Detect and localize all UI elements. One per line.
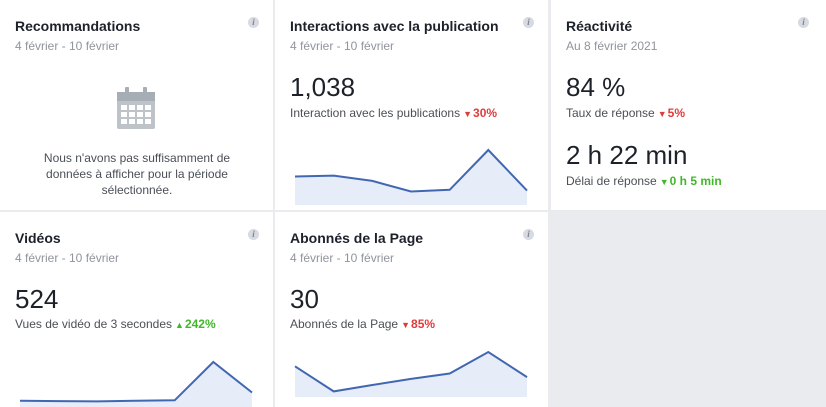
triangle-up-icon: ▼ [659, 177, 669, 187]
card-date: 4 février - 10 février [15, 39, 120, 53]
empty-message-line: Nous n'avons pas suffisamment de [43, 151, 231, 165]
card-title: Interactions avec la publication [290, 18, 499, 34]
metric-value: 524 [15, 284, 59, 314]
card-date: 4 février - 10 février [15, 251, 120, 265]
metric-label-text: Taux de réponse [566, 106, 655, 120]
sparkline [19, 360, 253, 407]
sparkline [294, 350, 528, 397]
card-videos[interactable]: Vidéos 4 février - 10 février i 524 Vues… [0, 212, 273, 407]
card-reactivite[interactable]: Réactivité Au 8 février 2021 i 84 % Taux… [551, 0, 826, 210]
metric-delta: 85% [411, 317, 436, 331]
response-time-label: Délai de réponse ▼0 h 5 min [566, 174, 722, 188]
card-title: Abonnés de la Page [290, 230, 424, 246]
metric-delta: 0 h 5 min [669, 174, 722, 188]
metric-label-text: Délai de réponse [566, 174, 657, 188]
info-icon[interactable]: i [523, 229, 534, 240]
triangle-down-icon: ▼ [463, 109, 473, 119]
empty-message: Nous n'avons pas suffisamment de données… [0, 150, 274, 198]
metric-label-text: Interaction avec les publications [290, 106, 461, 120]
metric-value: 1,038 [290, 72, 356, 102]
metric-label: Abonnés de la Page ▼85% [290, 317, 435, 331]
card-title: Recommandations [15, 18, 141, 34]
info-icon[interactable]: i [248, 17, 259, 28]
metric-label-text: Abonnés de la Page [290, 317, 399, 331]
sparkline-line [19, 360, 253, 403]
metric-delta: 30% [473, 106, 498, 120]
card-abonnes[interactable]: Abonnés de la Page 4 février - 10 févrie… [275, 212, 548, 407]
info-icon[interactable]: i [523, 17, 534, 28]
sparkline [294, 148, 528, 205]
card-title: Vidéos [15, 230, 61, 246]
empty-message-line: sélectionnée. [101, 183, 173, 197]
info-icon[interactable]: i [798, 17, 809, 28]
info-icon[interactable]: i [248, 229, 259, 240]
card-date: 4 février - 10 février [290, 251, 395, 265]
card-recommandations: Recommandations 4 février - 10 février i… [0, 0, 273, 210]
sparkline-area [20, 362, 252, 407]
response-rate-value: 84 % [566, 72, 626, 102]
sparkline-line [294, 350, 528, 393]
metric-label: Vues de vidéo de 3 secondes ▲242% [15, 317, 216, 331]
calendar-icon [117, 87, 155, 129]
metric-label: Interaction avec les publications ▼30% [290, 106, 497, 120]
card-date: Au 8 février 2021 [566, 39, 658, 53]
card-title: Réactivité [566, 18, 633, 34]
triangle-down-icon: ▼ [657, 109, 667, 119]
metric-label-text: Vues de vidéo de 3 secondes [15, 317, 173, 331]
sparkline-line [294, 148, 528, 193]
response-rate-label: Taux de réponse ▼5% [566, 106, 685, 120]
sparkline-area [295, 352, 527, 397]
card-interactions[interactable]: Interactions avec la publication 4 févri… [275, 0, 548, 210]
metric-delta: 242% [184, 317, 216, 331]
metric-value: 30 [290, 284, 319, 314]
metric-delta: 5% [667, 106, 685, 120]
sparkline-area [295, 150, 527, 205]
empty-message-line: données à afficher pour la période [46, 167, 228, 181]
card-date: 4 février - 10 février [290, 39, 395, 53]
triangle-up-icon: ▲ [175, 320, 184, 330]
triangle-down-icon: ▼ [401, 320, 411, 330]
response-time-value: 2 h 22 min [566, 140, 688, 170]
